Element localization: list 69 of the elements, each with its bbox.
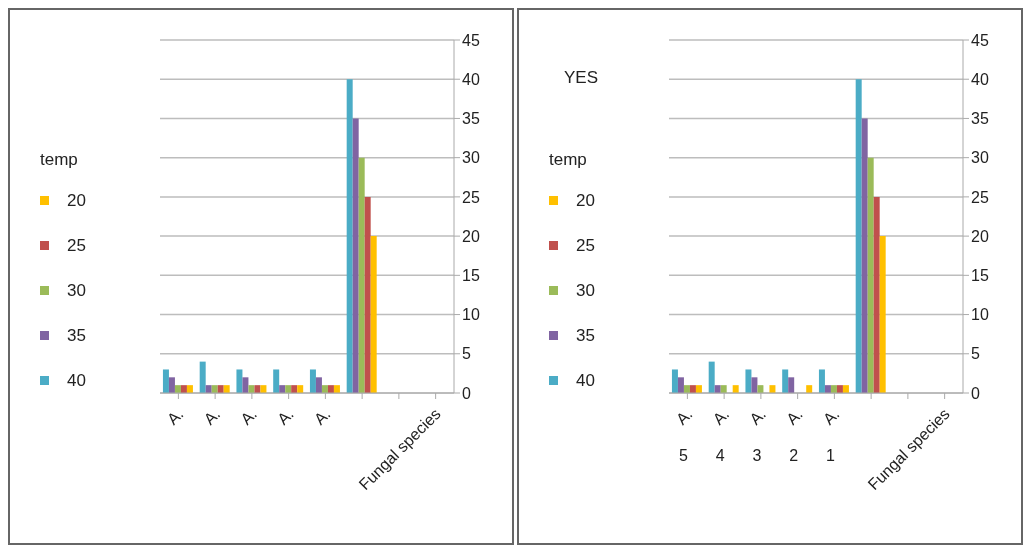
x-tick-label: A. (310, 405, 334, 428)
bar (818, 369, 825, 393)
bar (671, 369, 678, 393)
y-tick-label: 0 (462, 384, 471, 402)
bar (346, 79, 353, 393)
bar (677, 377, 684, 393)
bar (879, 236, 886, 393)
bar (745, 369, 752, 393)
bar (358, 157, 365, 393)
y-tick-label: 40 (462, 70, 480, 88)
x-tick-label: A. 2 (783, 405, 806, 464)
y-tick-label: 35 (971, 110, 989, 128)
y-tick-label: 40 (971, 70, 989, 88)
legend-label: 25 (576, 235, 595, 256)
bar (199, 361, 206, 393)
bar (855, 79, 862, 393)
bar (873, 196, 880, 393)
y-tick-label: 35 (462, 110, 480, 128)
bar (861, 118, 868, 393)
y-tick-label: 15 (462, 267, 480, 285)
bar (751, 377, 758, 393)
bar (168, 377, 175, 393)
bar (364, 196, 371, 393)
bar (273, 369, 280, 393)
legend-label: 30 (576, 280, 595, 301)
y-tick-label: 15 (971, 267, 989, 285)
y-tick-label: 20 (971, 227, 989, 245)
x-tick-label: A. 5 (672, 405, 696, 464)
legend-label: 30 (67, 280, 86, 301)
y-tick-label: 10 (971, 306, 989, 324)
x-tick-label: A. (200, 405, 224, 428)
y-tick-label: 5 (462, 345, 471, 363)
y-tick-label: 30 (462, 149, 480, 167)
bar (242, 377, 249, 393)
bar (236, 369, 243, 393)
bar (788, 377, 795, 393)
legend-title: temp (40, 150, 79, 170)
x-tick-label: A. (274, 405, 297, 428)
y-tick-label: 30 (971, 149, 989, 167)
legend-label: 20 (67, 190, 86, 211)
x-tick-label: A. (163, 405, 187, 428)
x-tick-label: A. 4 (709, 405, 733, 464)
legend-label: 35 (67, 325, 86, 346)
x-tick-label: A. (237, 405, 260, 428)
legend-label: 35 (576, 325, 595, 346)
bar (309, 369, 316, 393)
y-tick-label: 10 (462, 306, 480, 324)
y-tick-label: 45 (971, 31, 989, 49)
x-tick-label: A. 3 (746, 405, 769, 464)
y-tick-label: 25 (462, 188, 480, 206)
legend-label: 40 (576, 370, 595, 391)
bar (315, 377, 322, 393)
bar (708, 361, 715, 393)
y-tick-label: 5 (971, 345, 980, 363)
legend-label: 25 (67, 235, 86, 256)
y-tick-label: 25 (971, 188, 989, 206)
bar (370, 236, 377, 393)
bar (162, 369, 169, 393)
y-tick-label: 45 (462, 31, 480, 49)
bar (352, 118, 359, 393)
y-tick-label: 20 (462, 227, 480, 245)
bar (867, 157, 874, 393)
y-tick-label: 0 (971, 384, 980, 402)
legend-label: 20 (576, 190, 595, 211)
bar (782, 369, 789, 393)
legend-label: 40 (67, 370, 86, 391)
text: YES (564, 68, 599, 88)
legend-title: temp (549, 150, 588, 170)
x-tick-label: A. 1 (819, 405, 843, 464)
